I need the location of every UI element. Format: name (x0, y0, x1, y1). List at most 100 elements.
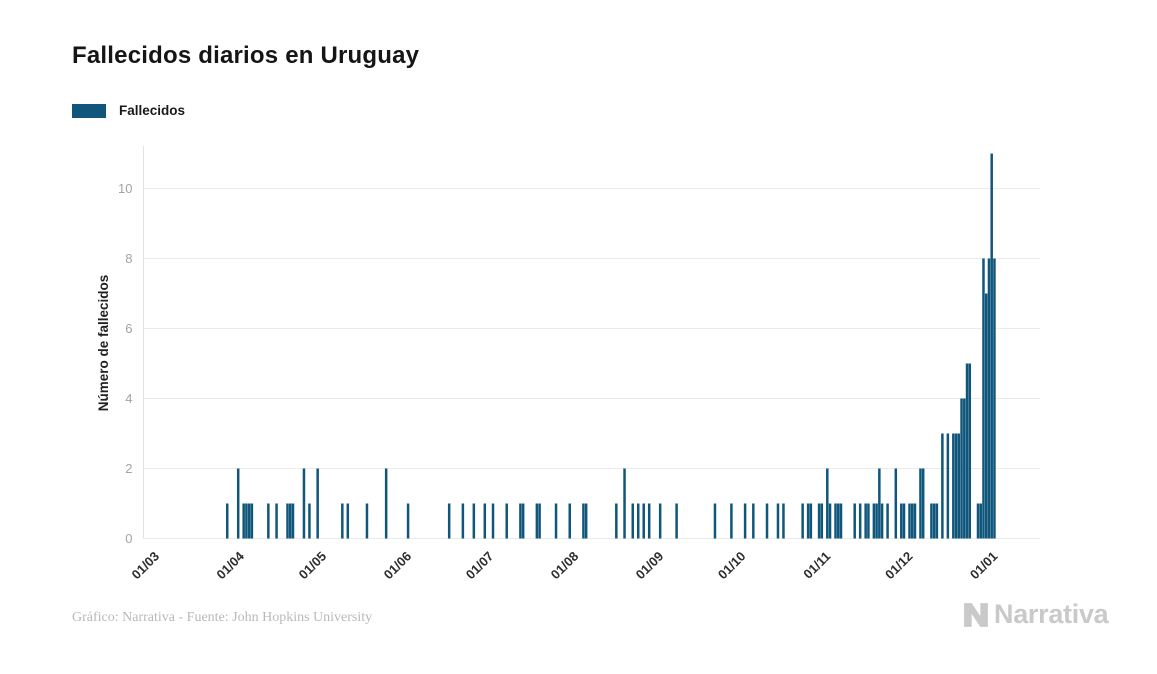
bar (834, 503, 837, 539)
bar (963, 398, 966, 539)
bar (809, 503, 813, 539)
bar (826, 468, 829, 539)
bar (782, 503, 785, 539)
bar (582, 503, 585, 539)
x-tick-label: 01/06 (381, 549, 415, 583)
bar (839, 503, 843, 539)
bar (554, 503, 558, 539)
bar (957, 433, 961, 539)
x-tick-label: 01/04 (213, 548, 247, 582)
y-tick-label: 4 (125, 391, 132, 406)
bar (801, 503, 804, 539)
bar (976, 503, 980, 539)
x-tick-label: 01/05 (296, 549, 330, 583)
x-tick-label: 01/12 (882, 549, 916, 583)
bar (875, 503, 878, 539)
bar (615, 503, 618, 539)
x-tick-label: 01/03 (129, 549, 163, 583)
x-tick-label: 01/10 (715, 549, 749, 583)
bar (647, 503, 651, 539)
bar (872, 503, 876, 539)
narrativa-logo-text: Narrativa (994, 599, 1109, 629)
bar (941, 433, 944, 539)
x-tick-label: 01/09 (633, 549, 667, 583)
bar (987, 258, 991, 539)
bar (472, 503, 476, 539)
bar (291, 503, 295, 539)
bar (225, 503, 229, 539)
bar (584, 503, 588, 539)
bar (894, 468, 898, 539)
y-tick-label: 10 (118, 181, 132, 196)
bar (406, 503, 410, 539)
bar (250, 503, 254, 539)
bar (447, 503, 451, 539)
bar (880, 503, 884, 539)
bar (302, 468, 306, 539)
legend-label: Fallecidos (119, 103, 186, 118)
bar (913, 503, 917, 539)
bar (984, 293, 988, 539)
x-tick-label: 01/07 (463, 549, 497, 583)
bar (858, 503, 862, 539)
x-tick-label: 01/08 (548, 549, 582, 583)
bar (910, 503, 914, 539)
bar (289, 503, 292, 539)
page-title: Fallecidos diarios en Uruguay (72, 42, 420, 69)
bar (900, 503, 903, 539)
bar (902, 503, 906, 539)
bar (245, 503, 248, 539)
bar (236, 468, 240, 539)
bar (341, 503, 344, 539)
bar (960, 398, 963, 539)
bar (308, 503, 311, 539)
bar (965, 363, 969, 539)
bar (505, 503, 508, 539)
bar (538, 503, 541, 539)
bar (979, 503, 982, 539)
bar (946, 433, 950, 539)
y-axis-title: Número de fallecidos (96, 275, 111, 412)
bar (886, 503, 889, 539)
bar (990, 153, 993, 539)
bar (921, 468, 925, 539)
legend-swatch (72, 103, 106, 118)
bar (242, 503, 245, 539)
bar (878, 468, 881, 539)
bar (521, 503, 525, 539)
bar (519, 503, 522, 539)
bar (820, 503, 824, 539)
bar (267, 503, 270, 539)
bar (932, 503, 936, 539)
bar (286, 503, 289, 539)
bar (954, 433, 958, 539)
bar (908, 503, 911, 539)
bar (713, 503, 717, 539)
bar (642, 503, 645, 539)
x-tick-label: 01/11 (800, 549, 833, 582)
bar (765, 503, 769, 539)
bar (817, 503, 821, 539)
bar (837, 503, 840, 539)
bar (275, 503, 278, 539)
y-tick-label: 0 (125, 531, 132, 546)
bar (919, 468, 922, 539)
bar (867, 503, 870, 539)
bar (853, 503, 856, 539)
bar (675, 503, 678, 539)
bar (982, 258, 985, 539)
bar (658, 503, 662, 539)
bar (247, 503, 251, 539)
footer-credit: Gráfico: Narrativa - Fuente: John Hopkin… (72, 610, 373, 625)
y-tick-label: 2 (125, 461, 132, 476)
bar (636, 503, 640, 539)
bar (535, 503, 539, 539)
bar (623, 468, 626, 539)
bar (930, 503, 933, 539)
y-tick-label: 6 (125, 321, 132, 336)
bar (828, 503, 832, 539)
bar (730, 503, 733, 539)
bar (968, 363, 972, 539)
